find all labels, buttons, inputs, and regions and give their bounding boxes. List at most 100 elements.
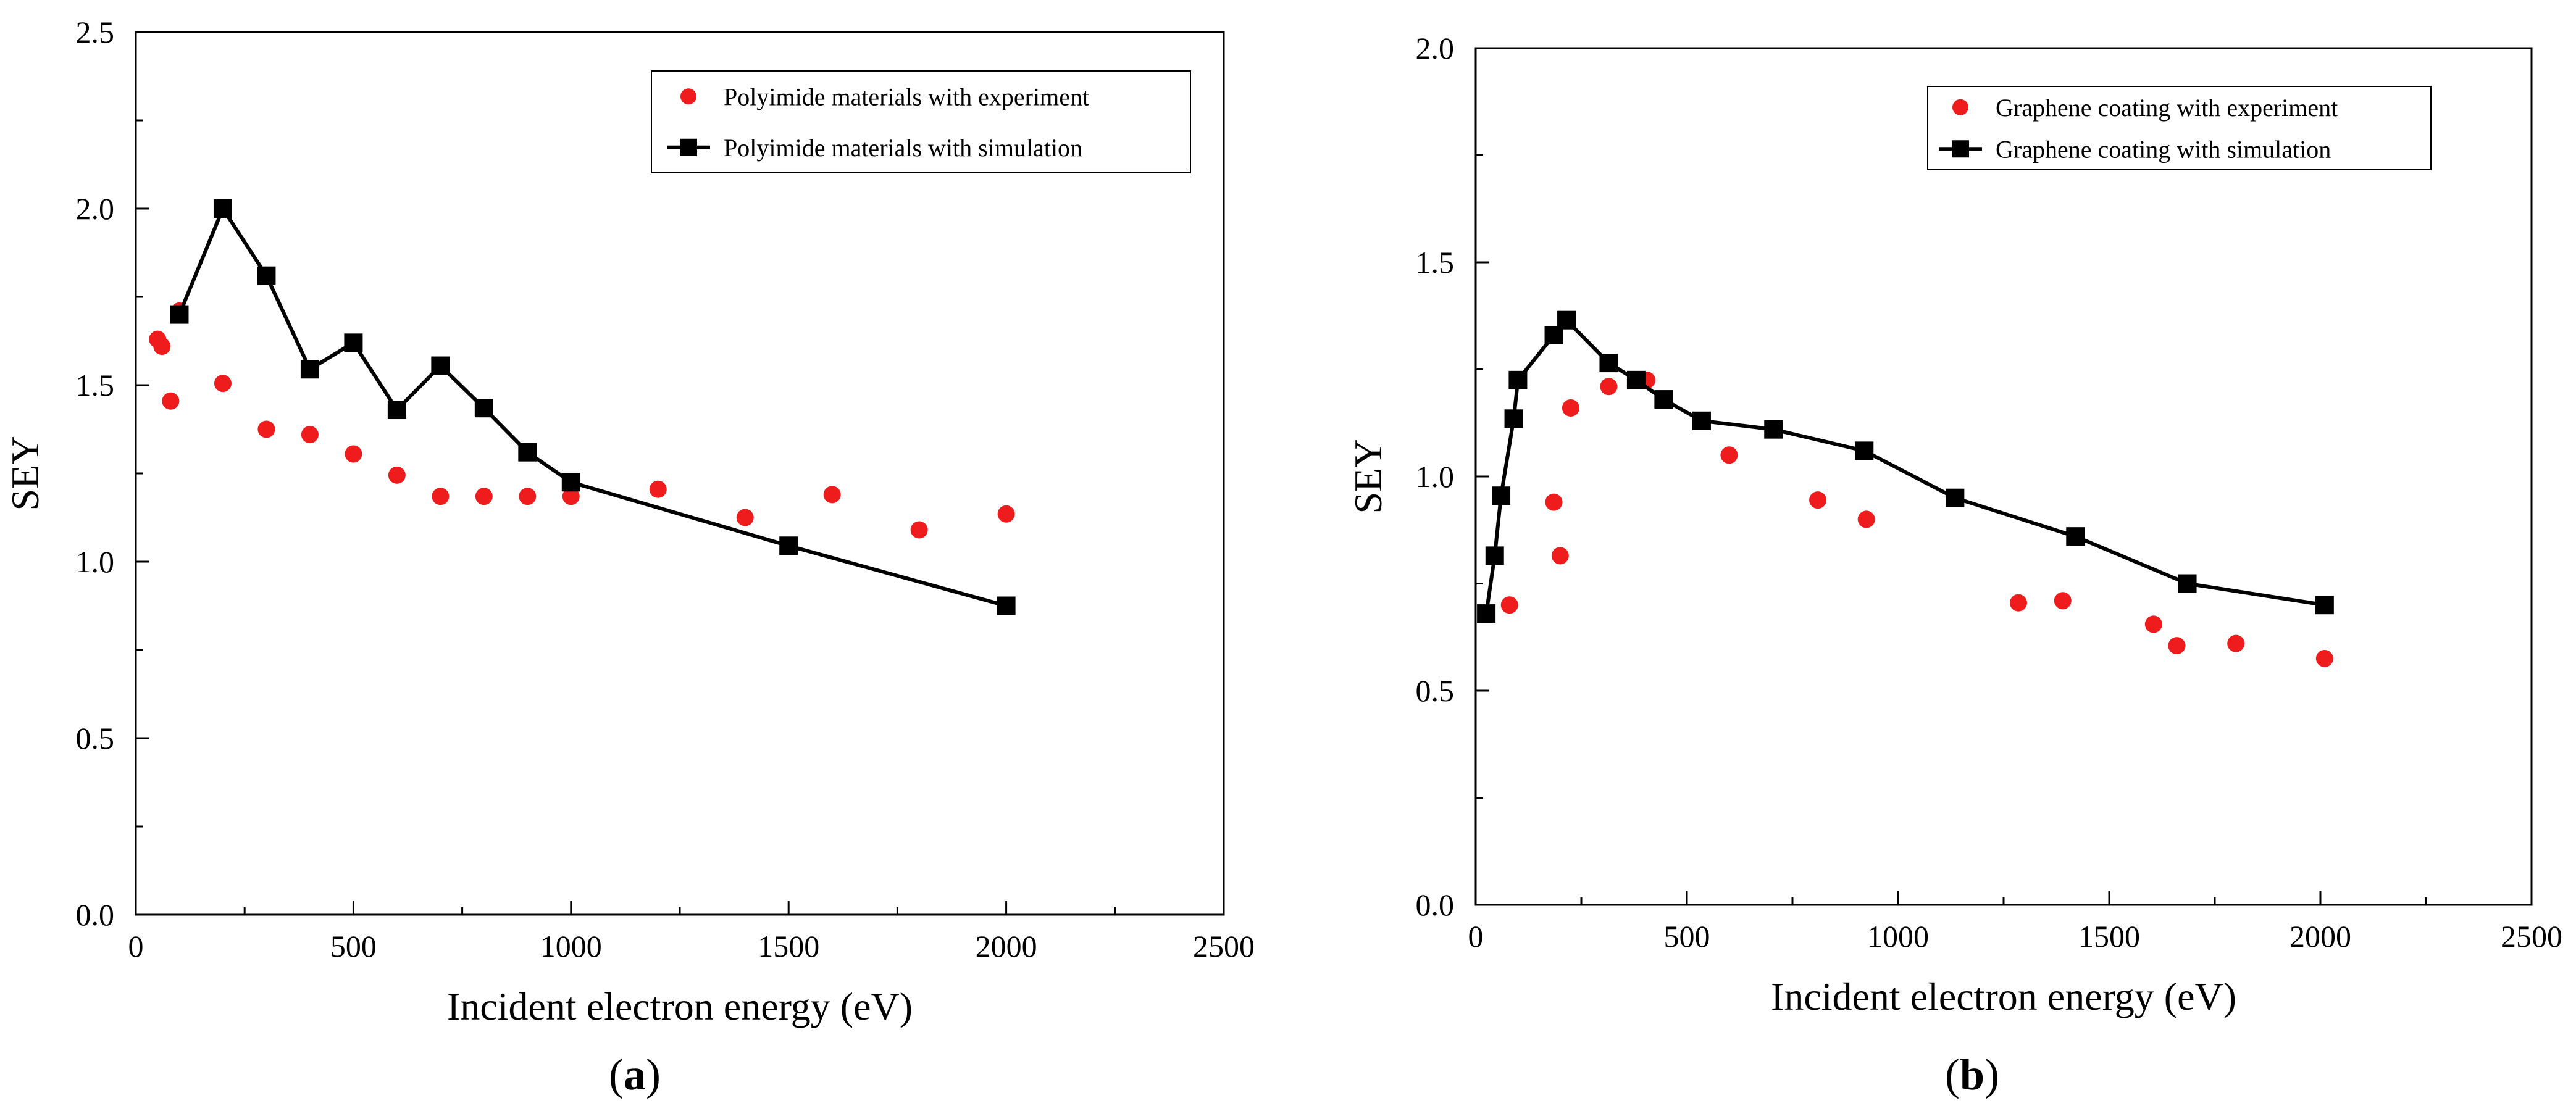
y-axis-title: SEY	[3, 436, 47, 511]
simulation-point	[1508, 370, 1528, 389]
simulation-point	[387, 401, 406, 420]
legend-box	[651, 70, 1191, 173]
y-tick-label: 1.5	[76, 368, 115, 402]
experiment-point	[823, 486, 841, 504]
experiment-point	[2144, 615, 2162, 633]
experiment-point	[432, 488, 450, 505]
experiment-point	[562, 488, 580, 505]
panel-label-letter: b	[1960, 1050, 1984, 1099]
panel-label-close-paren: )	[646, 1050, 661, 1099]
experiment-point	[153, 338, 171, 356]
experiment-point	[345, 445, 362, 463]
simulation-point	[779, 536, 798, 555]
simulation-point	[474, 399, 493, 418]
experiment-point	[257, 420, 275, 438]
simulation-point	[1654, 390, 1673, 409]
x-tick-label: 1500	[758, 929, 819, 963]
experiment-point	[1500, 596, 1518, 614]
y-tick-label: 0.5	[1416, 673, 1455, 708]
x-axis-title: Incident electron energy (eV)	[1771, 975, 2236, 1018]
experiment-point	[649, 480, 667, 498]
simulation-point	[1492, 486, 1511, 505]
x-tick-label: 1500	[2078, 919, 2140, 954]
simulation-point	[344, 333, 363, 352]
experiment-point	[2009, 594, 2027, 612]
x-tick-label: 2000	[2290, 919, 2351, 954]
x-tick-label: 500	[330, 929, 377, 963]
simulation-point	[431, 356, 450, 375]
simulation-point	[1599, 354, 1618, 373]
experiment-point	[1600, 378, 1618, 396]
experiment-point	[2315, 649, 2333, 667]
x-tick-label: 2500	[1193, 929, 1255, 963]
series-line	[177, 207, 1007, 608]
simulation-point	[997, 596, 1016, 615]
experiment-point	[301, 426, 319, 444]
simulation-point	[561, 473, 580, 492]
legend-marker-square	[1952, 140, 1969, 158]
experiment-point	[1562, 399, 1579, 417]
panel-label-letter: a	[624, 1050, 646, 1099]
simulation-point	[1946, 488, 1965, 507]
experiment-point	[475, 488, 493, 505]
panel-label-open-paren: (	[609, 1050, 624, 1099]
y-tick-label: 2.0	[1416, 31, 1455, 65]
experiment-point	[2054, 592, 2072, 610]
simulation-point	[1557, 310, 1576, 330]
panel-label: (a)	[609, 1050, 661, 1099]
experiment-point	[1809, 491, 1827, 509]
y-tick-label: 0.0	[1416, 888, 1455, 922]
x-tick-label: 0	[128, 929, 144, 963]
experiment-point	[2227, 634, 2245, 652]
simulation-point	[1692, 411, 1711, 430]
simulation-point	[213, 199, 232, 218]
panel-label-open-paren: (	[1945, 1050, 1960, 1099]
experiment-point	[910, 521, 928, 539]
x-axis-title: Incident electron energy (eV)	[447, 984, 913, 1028]
experiment-point	[214, 375, 232, 393]
simulation-point	[1764, 420, 1783, 439]
simulation-point	[2315, 596, 2334, 615]
simulation-point	[1477, 604, 1496, 623]
legend-label: Graphene coating with experiment	[1996, 94, 2338, 122]
panel-label-close-paren: )	[1984, 1050, 1999, 1099]
experiment-point	[162, 392, 180, 410]
y-axis-title: SEY	[1346, 439, 1390, 514]
experiment-point	[2168, 637, 2186, 655]
simulation-point	[2178, 574, 2197, 593]
experiment-point	[736, 509, 754, 526]
x-tick-label: 1000	[1867, 919, 1929, 954]
experiment-point	[1551, 547, 1569, 565]
experiment-point	[1720, 446, 1738, 464]
x-tick-label: 0	[1468, 919, 1484, 954]
experiment-point	[997, 505, 1015, 523]
legend-label: Graphene coating with simulation	[1996, 135, 2331, 163]
simulation-point	[1485, 546, 1504, 565]
legend-marker-square	[680, 138, 697, 156]
simulation-point	[300, 360, 319, 379]
y-tick-label: 2.0	[76, 191, 115, 226]
x-tick-label: 500	[1664, 919, 1710, 954]
x-tick-label: 2500	[2501, 919, 2562, 954]
legend-label: Polyimide materials with simulation	[724, 134, 1082, 162]
simulation-point	[518, 443, 537, 462]
y-tick-label: 0.5	[76, 721, 115, 755]
y-tick-label: 2.5	[76, 15, 115, 49]
x-tick-label: 1000	[540, 929, 602, 963]
experiment-point	[1857, 510, 1875, 528]
legend-box	[1927, 86, 2432, 170]
panel-a: 0 500 1000 1500 2000 2500 0.0 0.5 1.0 1.5 2.0 2.5 In…	[3, 15, 1255, 1099]
simulation-point	[170, 305, 189, 324]
simulation-point	[1855, 441, 1874, 460]
y-tick-label: 1.0	[76, 544, 115, 579]
simulation-point	[1626, 370, 1646, 389]
panel-label: (b)	[1945, 1050, 1999, 1099]
experiment-point	[388, 466, 406, 484]
experiment-point	[1545, 493, 1563, 511]
simulation-point	[1504, 409, 1523, 428]
simulation-point	[257, 266, 276, 285]
legend-label: Polyimide materials with experiment	[724, 83, 1089, 110]
experiment-point	[519, 488, 537, 505]
